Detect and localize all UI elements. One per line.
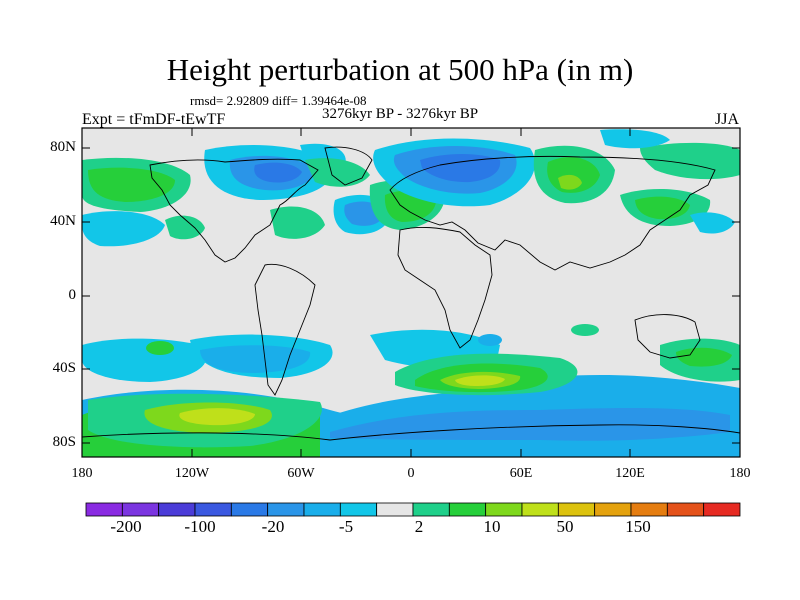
colorbar-swatch <box>594 502 632 517</box>
colorbar-swatch <box>666 502 705 517</box>
lon-tick-label: 120W <box>174 466 210 481</box>
colorbar-swatch <box>448 502 487 517</box>
period-label: 3276kyr BP - 3276kyr BP <box>322 106 479 122</box>
coastline-antarctica <box>82 424 740 441</box>
colorbar-swatch <box>339 502 378 517</box>
contour-fill <box>690 212 735 234</box>
colorbar-swatch <box>194 502 232 517</box>
colorbar <box>85 502 741 517</box>
axis-ticks <box>81 128 741 457</box>
colorbar-swatch <box>230 502 269 517</box>
contour-fill <box>305 158 370 187</box>
colorbar-swatch <box>85 502 123 517</box>
experiment-label: Expt = tFmDF-tEwTF <box>82 111 226 128</box>
contour-fill <box>558 174 582 190</box>
lon-tick-label: 0 <box>407 466 415 481</box>
colorbar-swatch <box>376 502 414 517</box>
contour-fill <box>270 206 325 239</box>
contour-fill <box>146 341 174 355</box>
colorbar-label: -5 <box>338 517 354 536</box>
contour-fill <box>571 324 599 336</box>
season-label: JJA <box>715 111 740 128</box>
stats-text: rmsd= 2.92809 diff= 1.39464e-08 <box>190 93 367 108</box>
contour-fill <box>254 162 302 183</box>
colorbar-swatch <box>703 502 741 517</box>
coastlines <box>82 146 740 441</box>
contour-fill <box>82 338 207 382</box>
contour-fill <box>330 407 730 441</box>
colorbar-label: 10 <box>483 517 501 536</box>
contour-fill <box>635 196 690 220</box>
colorbar-swatch <box>303 502 341 517</box>
coastline-south-america <box>254 263 316 396</box>
colorbar-swatch <box>412 502 450 517</box>
colorbar-label: 2 <box>414 517 424 536</box>
contour-fill <box>88 167 175 202</box>
contour-fill <box>600 129 670 149</box>
colorbar-swatch <box>158 502 196 517</box>
colorbar-swatch <box>121 502 160 517</box>
lat-tick-label: 80N <box>50 139 76 155</box>
colorbar-swatch <box>267 502 305 517</box>
colorbar-swatch <box>630 502 668 517</box>
contour-fill <box>676 347 732 367</box>
lon-tick-label: 180 <box>71 466 93 481</box>
lat-tick-label: 0 <box>68 287 77 303</box>
contour-fill <box>420 154 501 183</box>
colorbar-label: 50 <box>556 517 574 536</box>
lat-tick-label: 40S <box>52 360 76 376</box>
lat-tick-label: 80S <box>52 434 76 450</box>
colorbar-swatch <box>521 502 559 517</box>
coastline-north-america <box>149 158 319 263</box>
contour-fill <box>478 334 502 346</box>
contour-fill <box>179 408 255 426</box>
coastline-africa <box>397 226 493 349</box>
colorbar-swatch <box>557 502 596 517</box>
contour-fill <box>200 345 311 373</box>
colorbar-label: -100 <box>184 517 216 536</box>
lon-tick-label: 120E <box>615 466 645 481</box>
coastline-eurasia <box>389 155 716 271</box>
colorbar-label: -200 <box>110 517 142 536</box>
coastline-australia <box>634 314 701 359</box>
lon-tick-label: 60W <box>287 466 315 481</box>
contour-fill <box>82 211 165 247</box>
colorbar-label: -20 <box>261 517 285 536</box>
colorbar-label: 150 <box>625 517 651 536</box>
plot-title: Height perturbation at 500 hPa (in m) <box>166 52 634 87</box>
contour-fill <box>455 375 505 386</box>
coastline-greenland <box>324 146 373 186</box>
lon-tick-label: 60E <box>509 466 533 481</box>
colorbar-swatch <box>485 502 523 517</box>
lat-tick-label: 40N <box>50 213 76 229</box>
anomaly-field <box>82 129 740 457</box>
contour-fill <box>165 215 205 240</box>
lon-tick-label: 180 <box>729 466 751 481</box>
